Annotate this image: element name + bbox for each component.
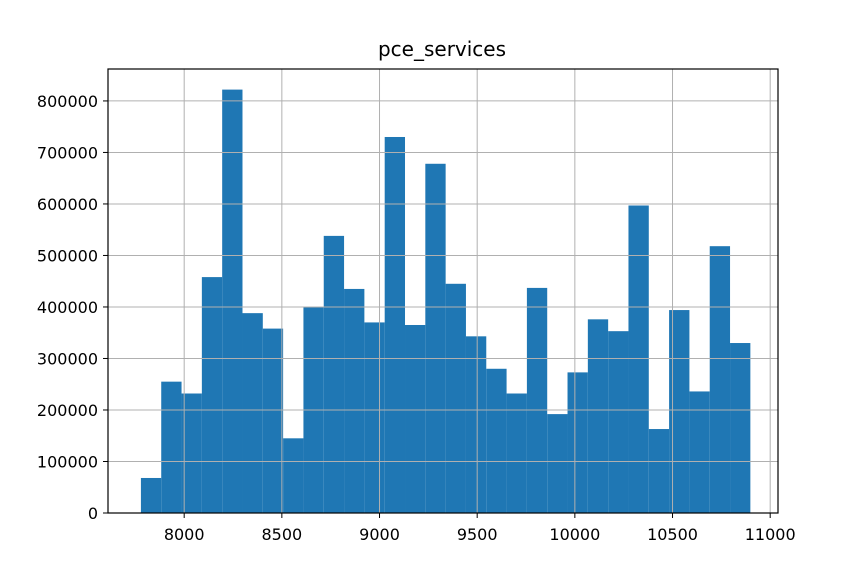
x-tick-label-4: 10000 (549, 525, 600, 544)
x-axis: 8000 8500 9000 9500 10000 10500 11000 (164, 513, 796, 544)
y-tick-label-3: 300000 (37, 349, 98, 368)
histogram-bar-28 (709, 246, 731, 514)
histogram-bar-2 (181, 393, 202, 513)
bars-group (140, 89, 751, 514)
histogram-bar-25 (648, 429, 670, 513)
plot-frame (107, 68, 779, 514)
histogram-bar-11 (364, 322, 385, 513)
histogram-bar-6 (262, 328, 284, 513)
y-tick-label-4: 400000 (37, 298, 98, 317)
histogram-bar-14 (425, 163, 446, 513)
x-tick-label-0: 8000 (164, 525, 205, 544)
y-tick-label-7: 700000 (37, 143, 98, 162)
histogram-bar-26 (669, 310, 690, 513)
x-tick-label-5: 10500 (647, 525, 698, 544)
histogram-bar-20 (547, 414, 568, 513)
histogram-bar-7 (283, 438, 304, 513)
histogram-bar-18 (506, 393, 527, 513)
histogram-bar-16 (465, 336, 487, 513)
histogram-bar-29 (730, 343, 751, 513)
histogram-bar-21 (567, 372, 588, 513)
y-tick-label-0: 0 (88, 504, 98, 523)
x-tick-label-6: 11000 (745, 525, 796, 544)
histogram-bar-24 (628, 205, 649, 513)
y-tick-label-6: 600000 (37, 195, 98, 214)
histogram-bar-10 (344, 288, 365, 513)
y-tick-label-2: 200000 (37, 401, 98, 420)
histogram-bar-23 (608, 331, 629, 513)
chart-title: pce_services (378, 37, 506, 61)
histogram-bar-22 (587, 319, 609, 513)
histogram-bar-15 (445, 283, 466, 513)
histogram-bar-0 (140, 477, 162, 513)
x-tick-label-2: 9000 (359, 525, 400, 544)
histogram-bar-3 (201, 277, 223, 513)
histogram-bar-9 (323, 235, 345, 514)
y-axis: 0 100000 200000 300000 400000 500000 600000 700… (37, 92, 108, 523)
x-tick-label-1: 8500 (261, 525, 302, 544)
grid-lines (108, 69, 778, 514)
histogram-bar-17 (486, 368, 507, 513)
y-tick-label-8: 800000 (37, 92, 98, 111)
histogram-bar-27 (689, 391, 710, 513)
y-tick-label-5: 500000 (37, 246, 98, 265)
histogram-bar-12 (384, 136, 406, 513)
y-tick-label-1: 100000 (37, 452, 98, 471)
x-tick-label-3: 9500 (457, 525, 498, 544)
histogram-bar-5 (242, 313, 263, 513)
histogram-bar-13 (405, 324, 426, 513)
histogram-bar-4 (222, 89, 243, 514)
histogram-bar-1 (161, 381, 182, 513)
histogram-bar-19 (526, 287, 548, 513)
